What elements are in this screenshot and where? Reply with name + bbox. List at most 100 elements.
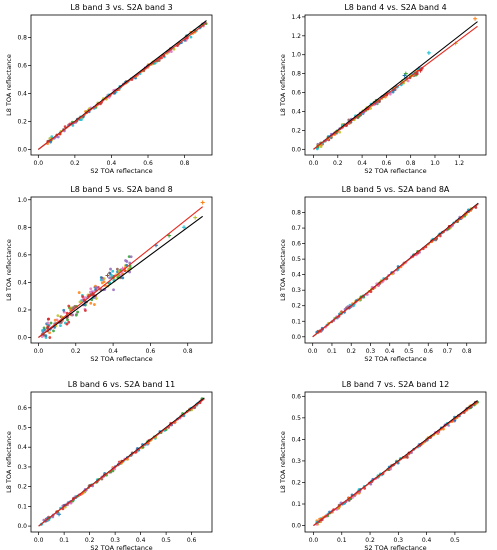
y-tick-label: 0.2 — [17, 484, 27, 491]
y-tick-label: 0.4 — [291, 436, 301, 443]
x-tick-label: 0.6 — [382, 160, 392, 167]
x-tick-label: 0.2 — [333, 160, 343, 167]
y-tick-label: 0.0 — [291, 523, 301, 530]
x-tick-label: 0.2 — [346, 348, 356, 355]
outlier-point — [403, 71, 408, 76]
data-point — [89, 301, 93, 305]
y-axis-label: L8 TOA reflectance — [279, 431, 287, 493]
data-point — [49, 140, 52, 144]
fit-line — [313, 401, 478, 526]
y-tick-label: 0.2 — [291, 127, 301, 134]
data-point — [56, 314, 60, 318]
y-tick-label: 0.3 — [291, 458, 301, 465]
y-tick-label: 0.4 — [17, 279, 27, 286]
data-point — [74, 313, 78, 317]
y-tick-label: 1.4 — [291, 14, 301, 21]
y-tick-label: 0.0 — [291, 146, 301, 153]
fit-line — [37, 22, 207, 150]
outlier-point — [182, 225, 187, 230]
x-axis-label: S2 TOA reflectance — [364, 167, 426, 175]
identity-line — [38, 215, 203, 338]
outlier-point — [167, 233, 172, 238]
y-tick-label: 1.2 — [291, 33, 301, 40]
x-tick-label: 1.2 — [455, 160, 465, 167]
outlier-point — [193, 215, 198, 220]
data-point — [108, 272, 112, 275]
fit-line — [38, 206, 204, 338]
outlier-point — [473, 16, 478, 21]
x-tick-label: 0.1 — [327, 348, 337, 355]
x-axis-label: S2 TOA reflectance — [90, 167, 152, 175]
data-point — [56, 135, 60, 139]
data-point — [71, 123, 75, 127]
x-tick-label: 0.4 — [108, 348, 118, 355]
data-point — [71, 313, 75, 317]
data-point — [83, 309, 87, 312]
y-tick-label: 0.5 — [291, 256, 301, 263]
data-point — [48, 336, 52, 339]
x-tick-label: 0.6 — [146, 348, 156, 355]
data-point — [391, 90, 395, 94]
x-tick-label: 0.1 — [59, 537, 69, 544]
x-tick-label: 0.4 — [136, 537, 146, 544]
y-tick-label: 0.5 — [291, 415, 301, 422]
y-tick-label: 0.6 — [17, 252, 27, 259]
x-tick-label: 0.3 — [110, 537, 120, 544]
data-point — [41, 328, 44, 332]
x-tick-label: 0.5 — [450, 537, 460, 544]
data-point — [189, 35, 193, 39]
x-tick-label: 0.6 — [423, 348, 433, 355]
data-point — [99, 276, 103, 279]
chart-panel-5: L8 band 6 vs. S2A band 11 0.0 0.1 0.2 0.3 0.4… — [5, 380, 213, 550]
x-tick-label: 0.3 — [394, 537, 404, 544]
data-point — [111, 269, 115, 273]
data-point — [89, 287, 93, 291]
data-point — [110, 273, 113, 277]
y-tick-label: 0.4 — [17, 444, 27, 451]
axes-frame — [30, 14, 213, 156]
x-tick-label: 0.5 — [161, 537, 171, 544]
y-tick-label: 0.2 — [17, 118, 27, 125]
x-tick-label: 0.6 — [143, 160, 153, 167]
x-tick-label: 0.3 — [366, 348, 376, 355]
data-point — [63, 125, 67, 129]
x-tick-label: 0.2 — [70, 160, 80, 167]
y-tick-label: 0.6 — [291, 90, 301, 97]
y-tick-label: 0.2 — [17, 307, 27, 314]
y-tick-label: 0.6 — [291, 393, 301, 400]
y-tick-label: 0.5 — [17, 424, 27, 431]
x-tick-label: 0.0 — [308, 348, 318, 355]
x-axis-label: S2 TOA reflectance — [90, 544, 152, 550]
y-tick-label: 0.6 — [17, 405, 27, 412]
y-tick-label: 0.4 — [17, 90, 27, 97]
x-tick-label: 0.1 — [337, 537, 347, 544]
chart-title: L8 band 5 vs. S2A band 8A — [342, 185, 450, 194]
y-tick-label: 0.0 — [17, 523, 27, 530]
axes-frame — [304, 391, 487, 533]
x-tick-label: 0.0 — [34, 348, 44, 355]
y-tick-label: 0.0 — [17, 334, 27, 341]
data-point — [53, 318, 57, 322]
x-tick-label: 1.0 — [430, 160, 440, 167]
data-point — [48, 136, 52, 140]
x-tick-label: 0.4 — [422, 537, 432, 544]
x-axis-label: S2 TOA reflectance — [364, 355, 426, 363]
data-point — [65, 322, 69, 326]
data-point — [129, 255, 133, 259]
data-point — [415, 72, 419, 76]
data-point — [44, 334, 48, 338]
x-tick-label: 0.0 — [309, 537, 319, 544]
y-tick-label: 0.4 — [291, 108, 301, 115]
data-point — [66, 318, 69, 322]
chart-panel-1: L8 band 3 vs. S2A band 3 0.0 0.2 0.4 0.6 0.8 0… — [5, 3, 213, 175]
x-tick-label: 0.8 — [406, 160, 416, 167]
axes-frame — [304, 196, 487, 344]
data-point — [406, 79, 410, 83]
y-axis-label: L8 TOA reflectance — [279, 239, 287, 301]
fit-line — [313, 25, 478, 150]
y-tick-label: 1.0 — [17, 197, 27, 204]
x-tick-label: 0.8 — [180, 160, 190, 167]
fit-line — [38, 398, 205, 527]
y-tick-label: 0.8 — [17, 34, 27, 41]
